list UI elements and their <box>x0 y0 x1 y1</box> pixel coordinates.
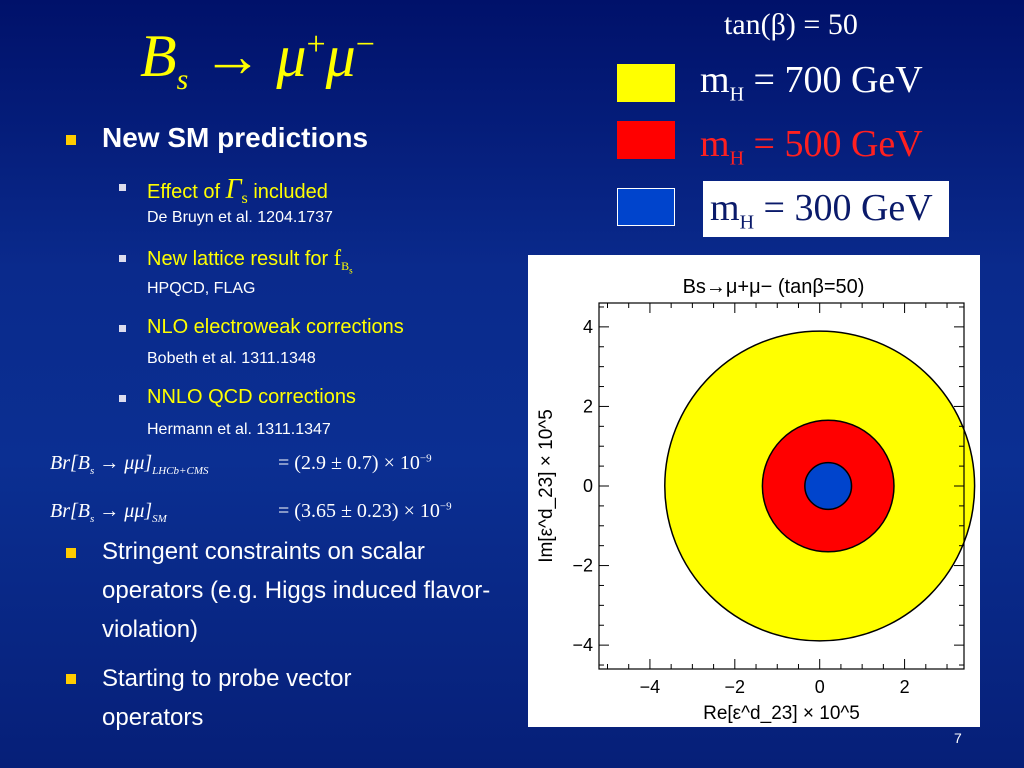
y-tick-label: −2 <box>572 556 593 576</box>
ref-de-bruyn: De Bruyn et al. 1204.1737 <box>147 209 333 226</box>
ref-hpqcd: HPQCD, FLAG <box>147 280 256 297</box>
region-2 <box>804 461 853 511</box>
sub-bullet-lattice: New lattice result for fBs <box>147 245 353 276</box>
legend-label-700: mH = 700 GeV <box>700 59 923 106</box>
legend-swatch-blue <box>617 188 675 226</box>
plot-svg: Bs→μ+μ− (tanβ=50) −4 −2 0 2 −4 −2 0 2 4 Re[ε^d_23]… <box>536 276 976 724</box>
page-number: 7 <box>954 730 962 746</box>
legend-box-300 <box>703 181 949 237</box>
formula-lhcb-cms: Br[Bs → μμ]LHCb+CMS <box>50 452 209 477</box>
sub-bullet-marker <box>119 325 126 332</box>
legend-swatch-yellow <box>617 64 675 102</box>
sub-bullet-nnlo: NNLO QCD corrections <box>147 386 356 408</box>
x-axis-label: Re[ε^d_23] × 10^5 <box>703 703 860 724</box>
x-tick-label: 2 <box>900 677 910 697</box>
sub-bullet-nlo: NLO electroweak corrections <box>147 316 404 338</box>
sub-bullet-marker <box>119 184 126 191</box>
bullet-stringent-constraints: Stringent constraints on scalar operator… <box>102 538 491 643</box>
y-tick-label: 4 <box>583 317 593 337</box>
formula-sm-value: = (3.65 ± 0.23) × 10−9 <box>278 500 452 522</box>
y-tick-label: 2 <box>583 396 593 416</box>
sub-bullet-marker <box>119 255 126 262</box>
x-tick-label: −2 <box>725 677 746 697</box>
y-tick-label: 0 <box>583 476 593 496</box>
bullet-marker <box>66 548 76 558</box>
legend-label-500: mH = 500 GeV <box>700 123 923 170</box>
legend-swatch-red <box>617 121 675 159</box>
x-tick-label: 0 <box>815 677 825 697</box>
bullet-new-sm-predictions: New SM predictions <box>102 122 369 153</box>
y-tick-label: −4 <box>572 635 593 655</box>
bullet-marker <box>66 674 76 684</box>
bullet-marker <box>66 135 76 145</box>
legend-label-300: mH = 300 GeV <box>710 187 933 234</box>
x-tick-label: −4 <box>640 677 661 697</box>
slide-title: Bs → μ+μ− <box>140 23 375 96</box>
formula-lhcb-cms-value: = (2.9 ± 0.7) × 10−9 <box>278 452 432 474</box>
bullet-vector-operators: Starting to probe vector operators <box>102 665 352 731</box>
sub-bullet-gamma: Effect of Γs included <box>147 174 328 207</box>
ref-bobeth: Bobeth et al. 1311.1348 <box>147 350 316 367</box>
ref-hermann: Hermann et al. 1311.1347 <box>147 421 331 438</box>
plot-title: Bs→μ+μ− (tanβ=50) <box>683 276 865 298</box>
sub-bullet-marker <box>119 395 126 402</box>
tan-beta-label: tan(β) = 50 <box>724 8 858 41</box>
formula-sm: Br[Bs → μμ]SM <box>50 500 167 525</box>
constraint-plot: Bs→μ+μ− (tanβ=50) −4 −2 0 2 −4 −2 0 2 4 Re[ε^d_23]… <box>528 255 980 727</box>
y-axis-label: Im[ε^d_23] × 10^5 <box>536 409 557 563</box>
